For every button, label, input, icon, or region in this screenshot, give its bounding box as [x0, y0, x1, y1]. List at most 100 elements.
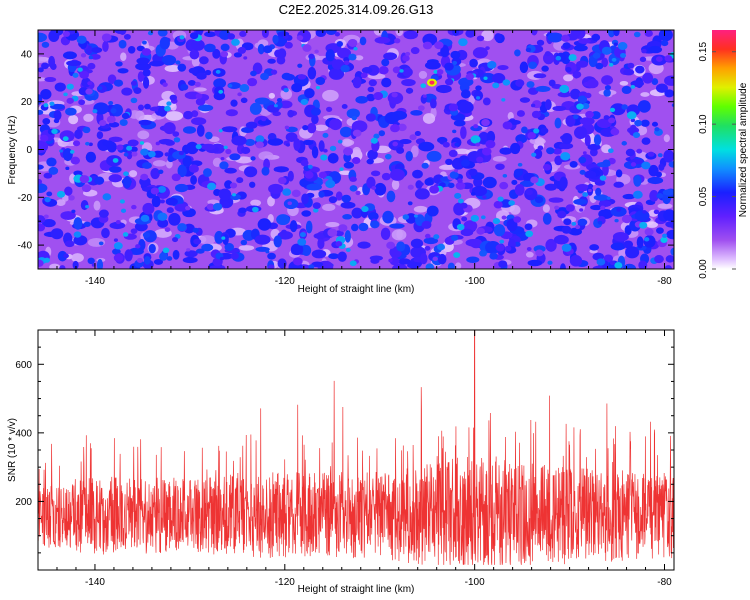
- spectrogram-peak: [453, 252, 461, 258]
- spectrogram-peak: [473, 124, 479, 129]
- spectrogram-peak: [302, 44, 312, 52]
- spectrogram-blob: [249, 102, 262, 115]
- spectrogram-peak: [116, 144, 124, 151]
- spectrogram-peak: [304, 171, 314, 179]
- spectrogram-blob: [123, 33, 131, 40]
- spectrogram-peak: [452, 60, 458, 65]
- spectrogram-blob: [533, 148, 543, 160]
- spectrogram-peak: [326, 106, 333, 112]
- spectrogram-peak: [229, 182, 238, 189]
- spectrogram-blob: [515, 134, 528, 144]
- figure-title: C2E2.2025.314.09.26.G13: [279, 2, 434, 17]
- spectrogram-peak: [65, 166, 70, 171]
- spectrogram-peak: [425, 263, 435, 269]
- spectrogram-peak: [492, 82, 500, 89]
- spectrogram-blob: [598, 200, 612, 208]
- spectrogram-peak: [162, 82, 168, 87]
- spectrogram-peak: [302, 125, 309, 131]
- spectrogram-peak: [632, 190, 643, 199]
- spectrogram-blob: [188, 67, 198, 74]
- spectrogram-blob: [559, 176, 568, 190]
- spectrogram-peak: [323, 148, 328, 153]
- spectrogram-blob: [366, 158, 374, 165]
- spectrogram-blob: [329, 118, 342, 131]
- spectrogram-blob: [102, 140, 114, 147]
- spectrogram-peak: [578, 156, 587, 164]
- spectrogram-peak: [526, 81, 535, 88]
- spectrogram-gap: [422, 113, 436, 124]
- spectrogram-peak: [632, 132, 641, 139]
- spectrogram-blob: [287, 109, 295, 118]
- spectrogram-blob: [510, 142, 521, 155]
- snr-y-tick-label: 600: [15, 360, 32, 371]
- spectrogram-blob: [307, 122, 317, 134]
- spectrogram-peak: [172, 131, 180, 137]
- spectrogram-peak: [513, 216, 522, 223]
- spectrogram-blob: [552, 105, 567, 112]
- spectrogram-blob: [108, 136, 123, 143]
- spectrogram-peak: [282, 34, 289, 40]
- spectrogram-peak: [476, 227, 485, 235]
- spectrogram-blob: [399, 139, 412, 145]
- spectrogram-gap: [268, 92, 276, 99]
- spectrogram-peak: [340, 64, 350, 73]
- spectrogram-peak: [653, 209, 660, 215]
- spectrogram-peak: [236, 177, 244, 184]
- spectrogram-peak: [348, 53, 357, 61]
- spectrogram-blob: [473, 90, 484, 101]
- spectrogram-peak: [636, 148, 643, 154]
- spectrogram-peak: [172, 237, 179, 243]
- spectrogram-blob: [340, 201, 356, 209]
- spectrogram-peak: [43, 257, 51, 263]
- spectrogram-blob: [493, 224, 506, 237]
- spectrogram-peak: [46, 191, 53, 197]
- spectrogram-peak: [565, 66, 572, 73]
- spectrogram-peak: [99, 119, 107, 127]
- spectrogram-peak: [660, 237, 668, 244]
- spectrogram-peak: [664, 55, 673, 62]
- spectrogram-blob: [666, 229, 674, 240]
- spectrogram-peak: [218, 89, 224, 94]
- spectrogram-blob: [514, 184, 525, 196]
- spectrogram-peak: [292, 257, 303, 266]
- spectrogram-peak: [391, 92, 398, 98]
- spectrogram-blob: [561, 132, 573, 145]
- spectrogram-blob: [137, 104, 145, 111]
- spectrogram-blob: [272, 34, 279, 44]
- spectrogram-peak: [655, 56, 663, 62]
- spectrogram-peak: [131, 204, 137, 210]
- spectrogram-blob: [138, 119, 152, 126]
- spectrogram-peak: [414, 130, 421, 137]
- spectrogram-blob: [257, 43, 265, 55]
- spectrogram-blob: [40, 88, 52, 100]
- spectrogram-peak: [447, 182, 455, 189]
- spectrogram-blob: [569, 227, 582, 236]
- spectrogram-peak: [164, 227, 171, 232]
- spectrogram-peak: [517, 162, 523, 167]
- spectrogram-peak: [325, 179, 336, 189]
- spectrogram-peak: [169, 94, 178, 101]
- spectrogram-peak: [489, 252, 498, 260]
- spectrogram-gap: [507, 111, 514, 121]
- spectrogram-blob: [553, 234, 569, 245]
- spectrogram-blob: [336, 40, 344, 47]
- spectrogram-blob: [213, 78, 227, 89]
- spectrogram-blob: [426, 150, 442, 162]
- spectrogram-peak: [460, 202, 468, 209]
- spectrogram-peak: [63, 253, 69, 259]
- spectrogram-peak: [502, 173, 508, 178]
- spectrogram-blob: [184, 250, 198, 258]
- spectrogram-peak: [164, 152, 170, 157]
- spectrogram-peak: [371, 186, 377, 190]
- spectrogram-blob: [476, 35, 485, 42]
- spectrogram-blob: [177, 164, 187, 178]
- spectrogram-peak: [361, 205, 369, 213]
- spectrogram-blob: [230, 99, 238, 107]
- spectrogram-gap: [481, 30, 494, 42]
- spectrogram-peak: [130, 146, 138, 153]
- spectrogram-blob: [108, 121, 120, 128]
- spectrogram-gap: [341, 138, 353, 147]
- spectrogram-peak: [461, 216, 468, 222]
- spectrogram-peak: [43, 214, 49, 219]
- spectrogram-x-tick-label: -100: [465, 276, 485, 287]
